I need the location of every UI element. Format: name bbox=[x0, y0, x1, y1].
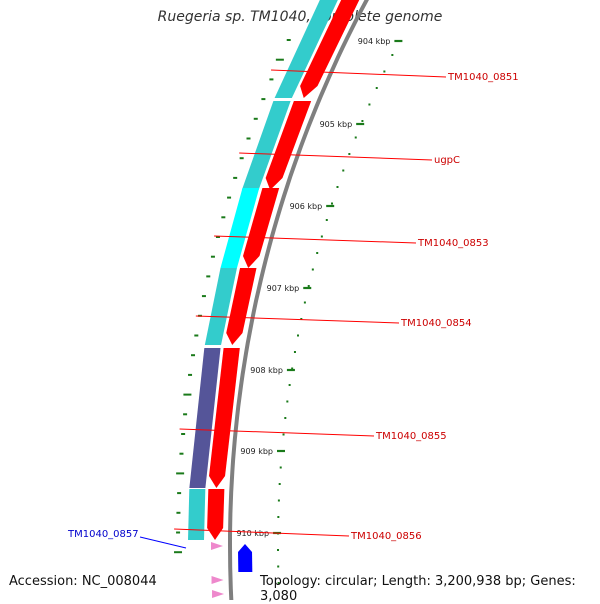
gene-label-ugpC[interactable]: ugpC bbox=[434, 155, 460, 166]
map-title: Ruegeria sp. TM1040, complete genome bbox=[157, 9, 443, 25]
scale-dot bbox=[330, 202, 333, 205]
scale-label: 906 kbp bbox=[290, 202, 323, 211]
label-connector bbox=[174, 528, 350, 537]
scale-dot bbox=[286, 400, 289, 403]
scale-dot bbox=[368, 103, 371, 106]
gene-arrow-TM1040_0855[interactable] bbox=[209, 348, 240, 488]
label-connector bbox=[139, 536, 187, 549]
gene-label-TM1040_0853[interactable]: TM1040_0853 bbox=[417, 238, 489, 249]
scale-dot bbox=[293, 351, 296, 353]
gene-arrow-TM1040_0853[interactable] bbox=[243, 188, 280, 268]
scale-label: 909 kbp bbox=[240, 447, 273, 456]
scale-dot bbox=[354, 136, 357, 139]
gene-label-TM1040_0854[interactable]: TM1040_0854 bbox=[400, 318, 472, 329]
scale-dot bbox=[278, 483, 281, 485]
gene-arrow-TM1040_0856[interactable] bbox=[207, 489, 225, 540]
feature-marker bbox=[211, 576, 224, 584]
gene-arrow-TM1040_0857[interactable] bbox=[238, 544, 253, 572]
gene-label-connectors bbox=[139, 69, 447, 549]
scale-dot bbox=[303, 301, 306, 304]
scale-label: 904 kbp bbox=[358, 37, 391, 46]
scale-dot bbox=[284, 417, 287, 419]
gene-label-TM1040_0851[interactable]: TM1040_0851 bbox=[447, 72, 519, 83]
scale-dot bbox=[320, 235, 323, 238]
genome-backbone bbox=[228, 0, 369, 600]
label-connector bbox=[239, 152, 433, 161]
scale-dot bbox=[277, 549, 280, 551]
gene-color-bands bbox=[188, 0, 338, 540]
scale-dot bbox=[277, 499, 280, 502]
gene-band-TM1040_0856 bbox=[188, 489, 206, 540]
scale-dot bbox=[307, 285, 310, 287]
feature-markers bbox=[211, 542, 225, 598]
scale-dot bbox=[383, 70, 386, 73]
scale-dot bbox=[348, 153, 351, 155]
gene-band-TM1040_0855 bbox=[189, 348, 221, 488]
label-connector bbox=[271, 69, 447, 78]
gene-band-TM1040_0851 bbox=[274, 0, 338, 98]
reverse-strand-genes[interactable] bbox=[238, 544, 253, 572]
scale-dot bbox=[361, 120, 364, 122]
scale-dot bbox=[277, 516, 280, 518]
scale-dot bbox=[279, 466, 282, 469]
gene-label-TM1040_0855[interactable]: TM1040_0855 bbox=[375, 431, 447, 442]
gene-label-TM1040_0856[interactable]: TM1040_0856 bbox=[350, 531, 422, 542]
gene-band-ugpC bbox=[241, 101, 291, 190]
label-connector bbox=[195, 315, 400, 324]
gene-labels[interactable]: TM1040_0851 ugpC TM1040_0853 TM1040_0854 TM1… bbox=[67, 72, 519, 542]
feature-marker bbox=[211, 542, 224, 550]
feature-marker bbox=[212, 590, 225, 598]
scale-dot bbox=[291, 367, 294, 370]
forward-strand-genes[interactable] bbox=[207, 0, 364, 540]
label-connector bbox=[214, 235, 417, 244]
gene-band-TM1040_0853 bbox=[220, 188, 260, 268]
scale-dot bbox=[325, 219, 328, 221]
gene-arrow-ugpC[interactable] bbox=[265, 101, 312, 190]
scale-dot bbox=[375, 87, 378, 89]
scale-dot bbox=[297, 334, 300, 337]
scale-dot bbox=[336, 186, 339, 188]
scale-dot bbox=[300, 318, 303, 320]
gene-band-TM1040_0854 bbox=[204, 268, 237, 345]
scale-dot bbox=[282, 433, 285, 436]
scale-label: 908 kbp bbox=[250, 366, 283, 375]
gene-arrow-TM1040_0854[interactable] bbox=[226, 268, 257, 345]
outer-scale-ticks bbox=[174, 39, 291, 554]
accession-label: Accession: NC_008044 bbox=[9, 574, 157, 589]
scale-dot bbox=[311, 268, 314, 271]
scale-label: 907 kbp bbox=[267, 284, 300, 293]
scale-ticks bbox=[273, 39, 403, 535]
scale-label: 905 kbp bbox=[320, 120, 353, 129]
scale-dot bbox=[316, 252, 319, 254]
scale-dot bbox=[342, 169, 345, 172]
scale-dot bbox=[288, 384, 291, 386]
scale-dot bbox=[277, 582, 280, 584]
scale-dot bbox=[277, 565, 280, 568]
scale-dot bbox=[391, 54, 394, 56]
gene-arrow-TM1040_0851[interactable] bbox=[300, 0, 364, 98]
scale-labels: 904 kbp 905 kbp 906 kbp 907 kbp 908 kbp 909 k… bbox=[236, 37, 390, 538]
gene-label-TM1040_0857[interactable]: TM1040_0857 bbox=[67, 529, 139, 540]
label-connector bbox=[179, 428, 375, 437]
scale-label: 910 kbp bbox=[236, 529, 269, 538]
